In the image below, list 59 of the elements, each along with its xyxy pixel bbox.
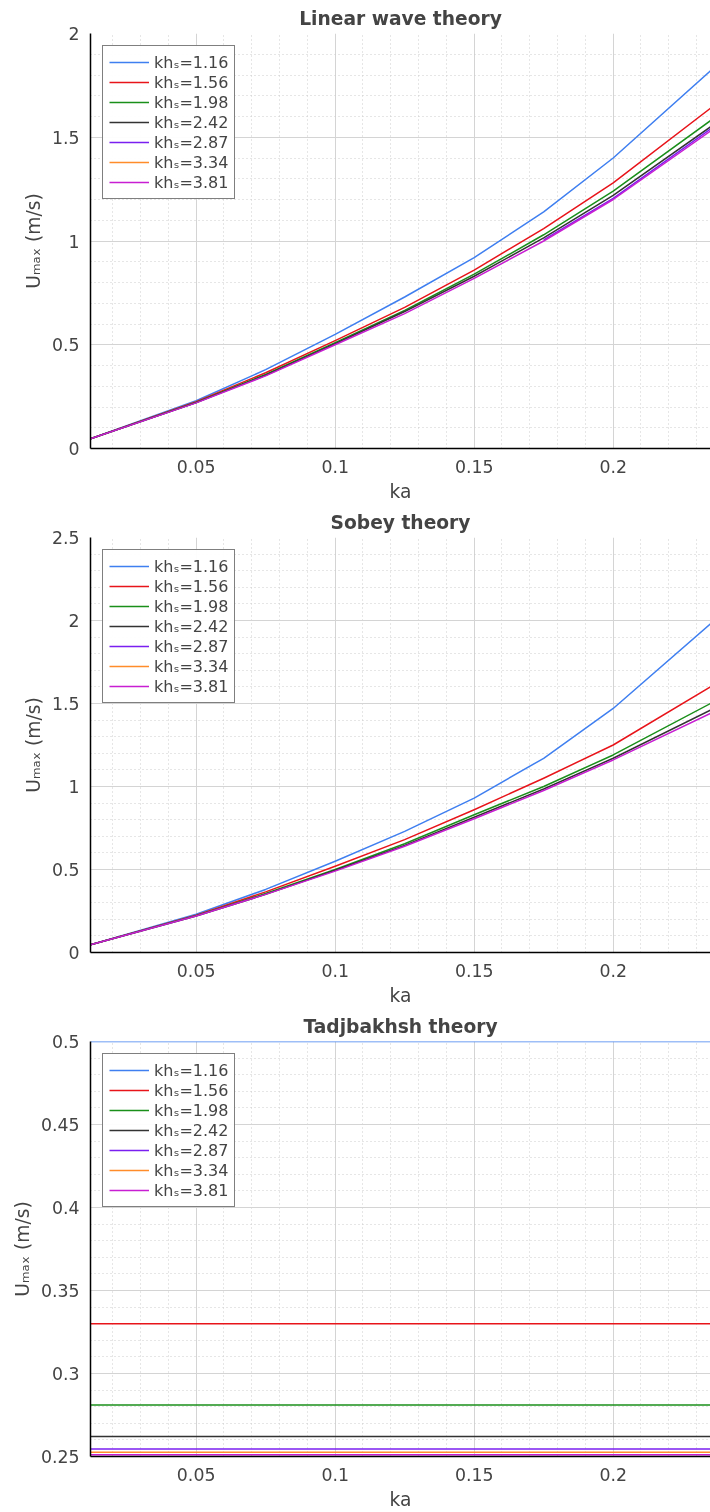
x-tick-label: 0.1 (321, 456, 349, 477)
x-tick-label: 0.2 (599, 960, 627, 981)
legend-label: khₛ=1.98 (154, 92, 229, 112)
legend-label: khₛ=1.98 (154, 1100, 229, 1120)
legend-label: khₛ=2.42 (154, 616, 229, 636)
x-tick-label: 0.15 (454, 456, 494, 477)
x-tick-label: 0.15 (454, 1464, 494, 1485)
legend-label: khₛ=1.98 (154, 596, 229, 616)
legend-label: khₛ=2.42 (154, 112, 229, 132)
y-tick-label: 2 (68, 611, 80, 631)
x-axis-title: ka (389, 1488, 412, 1510)
legend-label: khₛ=1.16 (154, 556, 229, 576)
legend-label: khₛ=3.34 (154, 1160, 229, 1180)
y-tick-label: 1 (68, 231, 80, 252)
y-axis-title: Uₘₐₓ (m/s) (22, 193, 44, 289)
y-tick-label: 0.25 (40, 1447, 80, 1467)
y-tick-label: 0.5 (51, 860, 80, 880)
y-tick-label: 1.5 (51, 127, 80, 148)
x-tick-label: 0.1 (321, 960, 349, 981)
y-tick-label: 0.5 (51, 1032, 80, 1052)
y-tick-label: 0 (68, 439, 80, 459)
x-tick-label: 0.2 (599, 1464, 627, 1485)
x-axis-title: ka (389, 984, 412, 1006)
legend-label: khₛ=2.87 (154, 132, 229, 152)
legend-label: khₛ=1.56 (154, 576, 229, 596)
y-tick-label: 0.45 (40, 1115, 80, 1135)
legend-label: khₛ=2.87 (154, 636, 229, 656)
y-axis-title: Uₘₐₓ (m/s) (22, 697, 44, 793)
y-tick-label: 2 (68, 24, 80, 44)
x-tick-label: 0.05 (176, 1464, 216, 1485)
legend-label: khₛ=1.16 (154, 1060, 229, 1080)
x-tick-label: 0.05 (176, 960, 216, 981)
chart-title: Sobey theory (330, 511, 471, 533)
legend-label: khₛ=1.56 (154, 1080, 229, 1100)
chart-title: Tadjbakhsh theory (303, 1015, 498, 1037)
legend-label: khₛ=2.87 (154, 1140, 229, 1160)
y-tick-label: 0.5 (51, 335, 80, 356)
legend-label: khₛ=3.81 (154, 1180, 229, 1200)
x-tick-label: 0.05 (176, 456, 216, 477)
y-tick-label: 2.5 (51, 528, 80, 548)
y-tick-label: 0.4 (51, 1198, 80, 1218)
legend-label: khₛ=3.81 (154, 172, 229, 192)
chart-title: Linear wave theory (299, 7, 502, 29)
x-tick-label: 0.15 (454, 960, 494, 981)
legend-label: khₛ=1.16 (154, 52, 229, 72)
y-tick-label: 1 (68, 777, 80, 797)
legend-label: khₛ=3.81 (154, 676, 229, 696)
legend-label: khₛ=1.56 (154, 72, 229, 92)
y-tick-label: 0.3 (51, 1364, 80, 1384)
x-axis-title: ka (389, 480, 412, 502)
y-tick-label: 1.5 (51, 694, 80, 714)
y-axis-title: Uₘₐₓ (m/s) (11, 1201, 33, 1297)
x-tick-label: 0.1 (321, 1464, 349, 1485)
y-tick-label: 0.35 (40, 1281, 80, 1301)
x-tick-label: 0.2 (599, 456, 627, 477)
y-tick-label: 0 (68, 943, 80, 963)
legend-label: khₛ=3.34 (154, 656, 229, 676)
legend-label: khₛ=2.42 (154, 1120, 229, 1140)
legend-label: khₛ=3.34 (154, 152, 229, 172)
